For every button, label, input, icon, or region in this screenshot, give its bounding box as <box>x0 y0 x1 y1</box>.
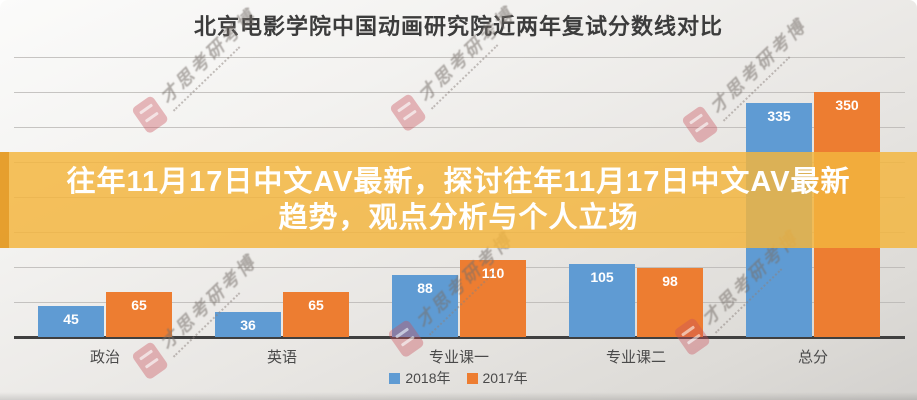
bar-s0-c2: 88 <box>392 275 458 337</box>
bar-value-label: 88 <box>417 280 433 297</box>
gridline-300 <box>14 127 905 128</box>
category-label-0: 政治 <box>89 349 121 366</box>
bar-s1-c3: 98 <box>637 268 703 337</box>
bar-value-label: 45 <box>63 310 79 327</box>
bar-value-label: 65 <box>131 296 147 313</box>
legend-label: 2017年 <box>482 370 528 386</box>
bar-value-label: 350 <box>835 97 859 113</box>
bar-s1-c2: 110 <box>460 260 526 337</box>
bar-value-label: 98 <box>662 273 678 290</box>
legend-swatch-icon <box>389 372 401 384</box>
bar-s0-c0: 45 <box>38 305 104 337</box>
bar-value-label: 36 <box>240 316 256 333</box>
gridline-100 <box>14 267 905 268</box>
gridline-50 <box>14 302 905 303</box>
category-label-2: 专业课一 <box>428 349 490 366</box>
banner-left-strip <box>0 152 9 248</box>
x-axis-line <box>14 336 905 339</box>
headline-banner: 往年11月17日中文AV最新，探讨往年11月17日中文AV最新 趋势，观点分析与… <box>0 152 917 248</box>
bar-value-label: 335 <box>767 107 791 124</box>
bar-s0-c3: 105 <box>569 263 635 337</box>
bar-s1-c1: 65 <box>283 291 349 337</box>
legend-swatch-icon <box>466 372 478 384</box>
gridline-400 <box>14 57 905 58</box>
legend-label: 2018年 <box>405 370 451 386</box>
category-label-1: 英语 <box>266 349 298 366</box>
gridline-350 <box>14 92 905 93</box>
headline-line-2: 趋势，观点分析与个人立场 <box>278 202 639 234</box>
bottom-edge-shadow <box>0 392 917 400</box>
bar-s0-c1: 36 <box>215 311 281 337</box>
headline-line-1: 往年11月17日中文AV最新，探讨往年11月17日中文AV最新 <box>66 166 851 198</box>
bar-s1-c0: 65 <box>106 291 172 337</box>
legend-item-0: 2018年 <box>389 368 451 388</box>
category-label-3: 专业课二 <box>605 349 667 366</box>
bar-value-label: 110 <box>481 265 505 281</box>
chart-legend: 2018年 2017年 <box>0 368 917 388</box>
legend-item-1: 2017年 <box>466 368 528 388</box>
chart-title: 北京电影学院中国动画研究院近两年复试分数线对比 <box>193 14 723 39</box>
bar-value-label: 65 <box>308 296 324 313</box>
category-label-4: 总分 <box>797 349 829 366</box>
bar-value-label: 105 <box>590 268 614 285</box>
